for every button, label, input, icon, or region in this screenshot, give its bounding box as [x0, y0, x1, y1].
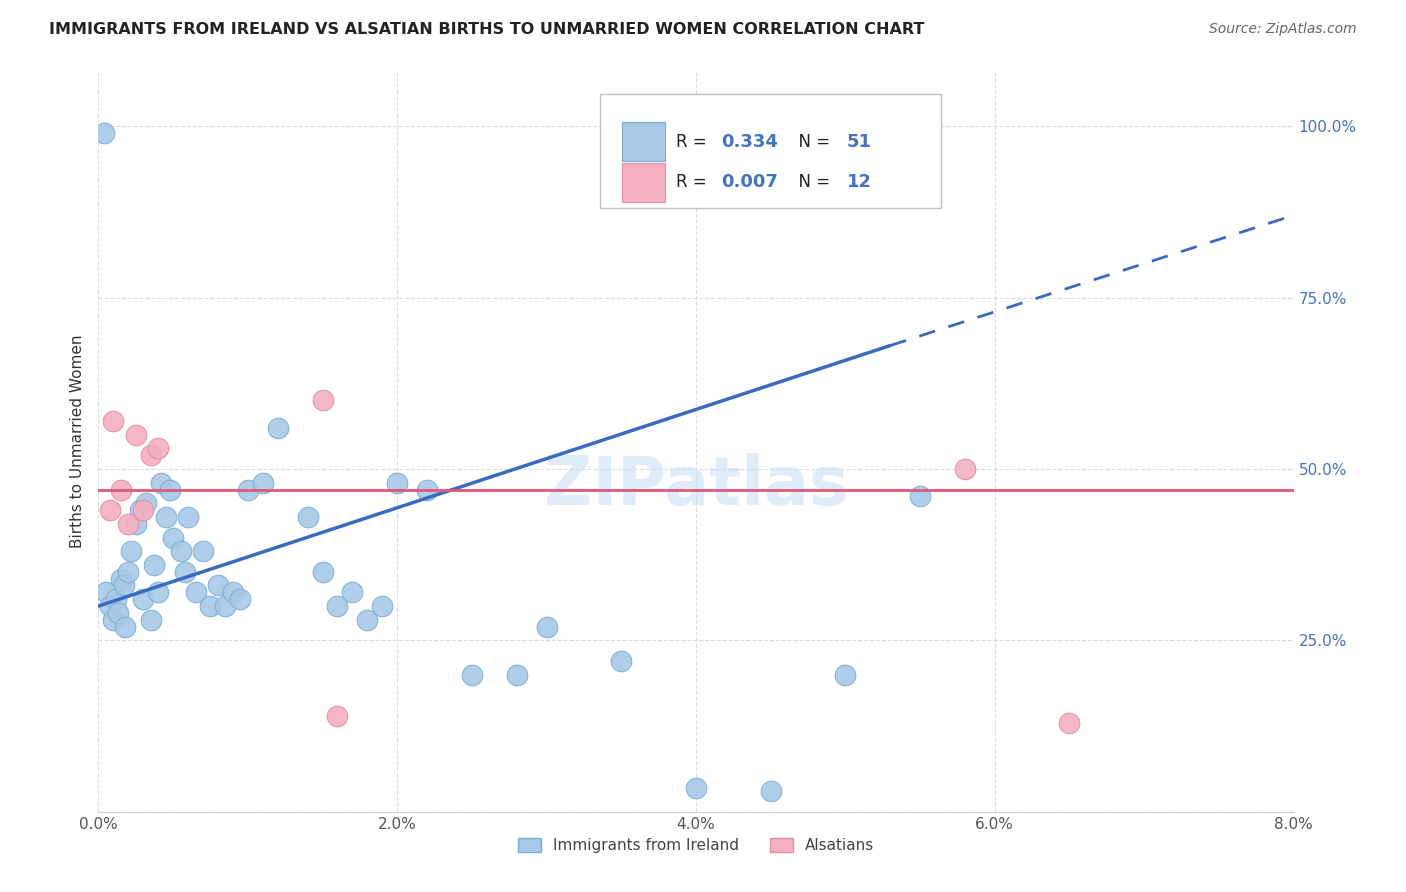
FancyBboxPatch shape	[600, 94, 941, 209]
Point	[236, 483, 259, 497]
Point	[110, 572, 132, 586]
Point	[114, 619, 136, 633]
Point	[177, 510, 200, 524]
Point	[191, 544, 214, 558]
Point	[148, 442, 170, 456]
Point	[103, 613, 125, 627]
Point	[169, 544, 191, 558]
Point	[610, 654, 633, 668]
Point	[252, 475, 274, 490]
Point	[416, 483, 439, 497]
Point	[159, 483, 181, 497]
Text: R =: R =	[676, 173, 711, 192]
Point	[342, 585, 364, 599]
Text: 0.007: 0.007	[721, 173, 778, 192]
Point	[536, 619, 558, 633]
Point	[98, 503, 122, 517]
Point	[834, 667, 856, 681]
Point	[200, 599, 222, 613]
Point	[139, 448, 162, 462]
Point	[356, 613, 378, 627]
Point	[267, 421, 290, 435]
Text: Source: ZipAtlas.com: Source: ZipAtlas.com	[1209, 22, 1357, 37]
Point	[103, 414, 125, 428]
Point	[311, 565, 333, 579]
Point	[326, 708, 349, 723]
Point	[117, 565, 139, 579]
Point	[105, 592, 128, 607]
Point	[125, 427, 148, 442]
Text: 51: 51	[846, 133, 872, 151]
Legend: Immigrants from Ireland, Alsatians: Immigrants from Ireland, Alsatians	[512, 832, 880, 860]
Point	[132, 592, 155, 607]
Point	[184, 585, 207, 599]
Point	[759, 784, 782, 798]
Point	[162, 531, 184, 545]
Point	[148, 585, 170, 599]
Point	[150, 475, 173, 490]
Point	[93, 126, 115, 140]
Text: R =: R =	[676, 133, 711, 151]
Point	[1059, 715, 1081, 730]
Point	[107, 606, 129, 620]
Point	[311, 393, 333, 408]
Point	[142, 558, 165, 572]
Point	[155, 510, 177, 524]
Point	[135, 496, 157, 510]
Point	[385, 475, 409, 490]
Point	[139, 613, 162, 627]
Point	[94, 585, 117, 599]
FancyBboxPatch shape	[621, 163, 665, 202]
Point	[110, 483, 132, 497]
Text: N =: N =	[787, 173, 835, 192]
Point	[461, 667, 484, 681]
Point	[297, 510, 319, 524]
Point	[214, 599, 236, 613]
Point	[125, 516, 148, 531]
Point	[506, 667, 529, 681]
Point	[132, 503, 155, 517]
Point	[129, 503, 152, 517]
Point	[207, 578, 229, 592]
Point	[953, 462, 976, 476]
Text: N =: N =	[787, 133, 835, 151]
Point	[98, 599, 122, 613]
Point	[908, 489, 931, 503]
Point	[371, 599, 394, 613]
Point	[112, 578, 135, 592]
Text: ZIPatlas: ZIPatlas	[544, 453, 848, 519]
Text: 0.334: 0.334	[721, 133, 778, 151]
Point	[174, 565, 197, 579]
Point	[685, 780, 707, 795]
Text: IMMIGRANTS FROM IRELAND VS ALSATIAN BIRTHS TO UNMARRIED WOMEN CORRELATION CHART: IMMIGRANTS FROM IRELAND VS ALSATIAN BIRT…	[49, 22, 925, 37]
Text: 12: 12	[846, 173, 872, 192]
Point	[117, 516, 139, 531]
Point	[222, 585, 245, 599]
Y-axis label: Births to Unmarried Women: Births to Unmarried Women	[69, 334, 84, 549]
Point	[120, 544, 142, 558]
FancyBboxPatch shape	[621, 122, 665, 161]
Point	[326, 599, 349, 613]
Point	[229, 592, 252, 607]
